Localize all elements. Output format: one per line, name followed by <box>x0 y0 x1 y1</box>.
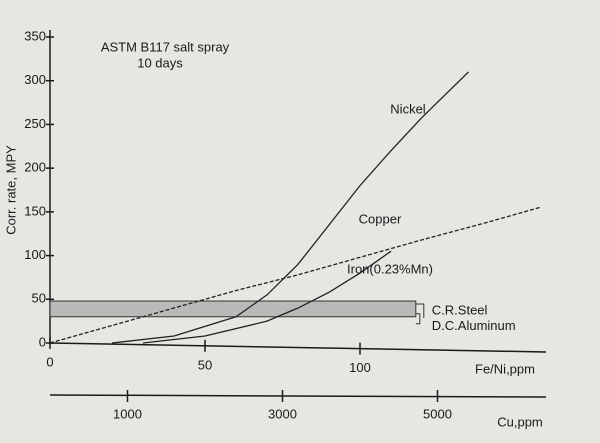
y-tick-label: 200 <box>24 160 46 175</box>
x-tick-label: 100 <box>349 360 371 375</box>
x-axis <box>49 342 547 353</box>
x-tick-label: 0 <box>46 354 53 369</box>
x2-tick-label: 1000 <box>113 406 142 421</box>
x2-tick-label: 5000 <box>423 406 452 421</box>
series-label: Iron(0.23%Mn) <box>347 261 433 276</box>
x2-axis-label: Cu,ppm <box>497 414 543 429</box>
y-tick-label: 50 <box>32 291 46 306</box>
series-label: Nickel <box>390 101 426 116</box>
series-line <box>111 71 469 344</box>
series-line <box>49 206 540 344</box>
y-tick-label: 300 <box>24 72 46 87</box>
y-tick-label: 250 <box>24 116 46 131</box>
y-tick-label: 350 <box>24 28 46 43</box>
x2-axis <box>49 394 547 398</box>
x2-tick-label: 3000 <box>268 406 297 421</box>
y-tick-label: 100 <box>24 247 46 262</box>
y-axis-label: Corr. rate, MPY <box>3 145 18 235</box>
y-tick-label: 150 <box>24 203 46 218</box>
band <box>49 300 417 318</box>
x-tick-label: 50 <box>198 357 212 372</box>
band-label: C.R.Steel <box>432 302 488 317</box>
x-axis-label: Fe/Ni,ppm <box>475 361 535 376</box>
annotation: ASTM B117 salt spray <box>101 39 230 54</box>
annotation: 10 days <box>137 55 183 70</box>
y-tick-label: 0 <box>39 334 46 349</box>
band-label: D.C.Aluminum <box>432 318 516 333</box>
series-line <box>142 250 392 344</box>
series-label: Copper <box>359 211 402 226</box>
bracket <box>415 303 425 325</box>
